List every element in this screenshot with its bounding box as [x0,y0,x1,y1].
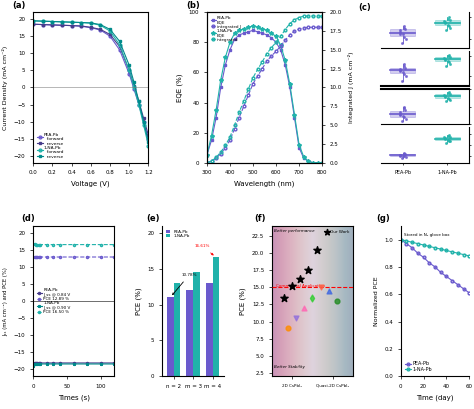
Y-axis label: PCE (%): PCE (%) [240,287,246,315]
1-NA-Pb [415,241,420,246]
Point [284,325,292,332]
1-NA-Pb [398,237,403,242]
Text: (f): (f) [254,214,265,223]
PEA-Pb [427,261,432,265]
FancyBboxPatch shape [391,154,415,156]
Text: 16.61%: 16.61% [195,244,213,255]
Text: (a): (a) [12,1,26,10]
1-NA-Pb [461,252,466,257]
Bar [167,297,173,376]
Y-axis label: Integrated J (mA cm⁻²): Integrated J (mA cm⁻²) [347,52,354,123]
PEA-Pb [444,274,449,279]
1-NA-Pb [409,240,415,245]
Text: (g): (g) [377,214,391,223]
Line: 1-NA-Pb: 1-NA-Pb [399,238,471,257]
1-NA-Pb [455,251,461,256]
Our Work [288,283,296,289]
Bar [193,272,200,376]
FancyBboxPatch shape [435,57,459,61]
Legend: PEA-Pb
  forward,   reverse, 1-NA-Pb
  forward,   reverse: PEA-Pb forward, reverse, 1-NA-Pb forward… [36,131,65,160]
FancyBboxPatch shape [391,110,415,117]
Point [325,288,332,294]
Y-axis label: PCE (%): PCE (%) [135,287,142,315]
Text: Stored in N₂ glove box: Stored in N₂ glove box [404,234,450,237]
PEA-Pb [461,286,466,291]
Our Work [305,267,312,274]
FancyBboxPatch shape [435,94,459,99]
Text: (c): (c) [358,4,371,13]
X-axis label: Times (s): Times (s) [58,394,90,401]
PEA-Pb [449,278,455,283]
Y-axis label: EQE (%): EQE (%) [177,73,183,102]
Text: Better performance: Better performance [273,229,314,233]
PEA-Pb [466,290,472,295]
PEA-Pb [409,245,415,250]
Bar [206,283,212,376]
1-NA-Pb [403,238,409,243]
Point [333,298,341,304]
FancyBboxPatch shape [391,29,415,36]
PEA-Pb [420,255,426,260]
1-NA-Pb [427,244,432,249]
X-axis label: Wavelength (nm): Wavelength (nm) [234,181,295,187]
Point [292,315,300,321]
Point [309,294,316,301]
Text: Commercial Application: Commercial Application [276,284,325,288]
FancyBboxPatch shape [391,68,415,73]
Bar [186,290,193,376]
Point [317,284,324,291]
PEA-Pb [415,251,420,256]
Legend: PEA-Pb
EQE, integrated J, 1-NA-Pb
EQE, integrated: PEA-Pb EQE, integrated J, 1-NA-Pb EQE, i… [209,14,242,43]
Our Work [313,247,320,253]
Text: (e): (e) [146,214,160,223]
Our Work [297,276,304,283]
Line: PEA-Pb: PEA-Pb [399,238,471,294]
PEA-Pb [432,265,438,270]
Bar [212,257,219,376]
Legend: Our Work: Our Work [324,228,351,235]
Point [301,305,308,311]
Text: Better Stability: Better Stability [273,365,304,369]
Legend: PEA-Pb
J_ss @ 0.84 V, PCE 12.89 %, 1-NA-Pb
J_ss @ 0.90 V, PCE 16.50 %: PEA-Pb J_ss @ 0.84 V, PCE 12.89 %, 1-NA-… [35,286,72,316]
1-NA-Pb [466,254,472,258]
1-NA-Pb [432,245,438,250]
FancyBboxPatch shape [435,137,459,140]
1-NA-Pb [438,247,444,252]
PEA-Pb [455,282,461,287]
PEA-Pb [398,237,403,242]
FancyBboxPatch shape [435,20,459,25]
X-axis label: Voltage (V): Voltage (V) [72,181,110,187]
1-NA-Pb [444,248,449,253]
PEA-Pb [403,241,409,246]
Our Work [280,294,288,301]
X-axis label: Time (day): Time (day) [416,394,454,401]
Y-axis label: Current Density (mA cm⁻²): Current Density (mA cm⁻²) [2,45,9,130]
Text: 10.78%: 10.78% [173,273,197,294]
Text: (b): (b) [186,1,200,10]
1-NA-Pb [420,243,426,247]
Legend: PEA-Pb, 1-NA-Pb: PEA-Pb, 1-NA-Pb [164,228,191,240]
PEA-Pb [438,270,444,275]
1-NA-Pb [449,249,455,254]
Y-axis label: Normalized PCE: Normalized PCE [374,276,379,326]
Y-axis label: Jₛₛ (mA cm⁻²) and PCE (%): Jₛₛ (mA cm⁻²) and PCE (%) [3,267,9,335]
Legend: PEA-Pb, 1-NA-Pb: PEA-Pb, 1-NA-Pb [403,360,434,374]
Text: (d): (d) [21,214,35,223]
Bar [173,283,181,376]
